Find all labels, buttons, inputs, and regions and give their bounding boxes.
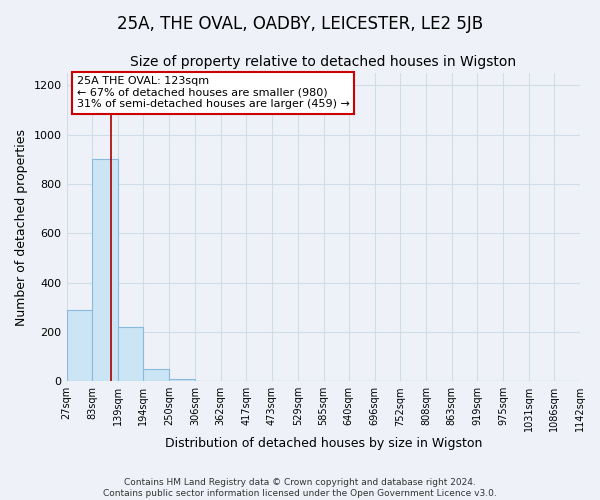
Bar <box>143 369 169 381</box>
Bar <box>118 327 143 381</box>
Text: Contains HM Land Registry data © Crown copyright and database right 2024.
Contai: Contains HM Land Registry data © Crown c… <box>103 478 497 498</box>
Text: 25A, THE OVAL, OADBY, LEICESTER, LE2 5JB: 25A, THE OVAL, OADBY, LEICESTER, LE2 5JB <box>117 15 483 33</box>
Bar <box>67 310 92 381</box>
Title: Size of property relative to detached houses in Wigston: Size of property relative to detached ho… <box>130 55 517 69</box>
Y-axis label: Number of detached properties: Number of detached properties <box>15 128 28 326</box>
X-axis label: Distribution of detached houses by size in Wigston: Distribution of detached houses by size … <box>164 437 482 450</box>
Bar <box>169 378 195 381</box>
Bar <box>92 160 118 381</box>
Text: 25A THE OVAL: 123sqm
← 67% of detached houses are smaller (980)
31% of semi-deta: 25A THE OVAL: 123sqm ← 67% of detached h… <box>77 76 350 109</box>
